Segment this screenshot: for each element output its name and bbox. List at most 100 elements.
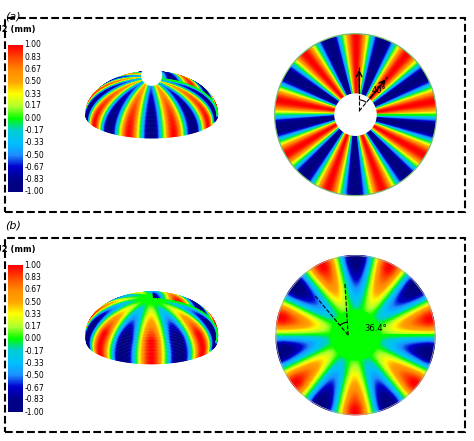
Point [344,132,352,139]
Point [154,71,162,78]
Point [383,174,391,181]
Point [298,152,305,159]
Point [357,338,365,345]
Point [313,158,321,165]
Point [352,328,360,335]
Point [345,374,352,381]
Point [361,404,369,411]
Point [311,164,319,172]
Point [316,282,324,289]
Point [314,352,321,359]
Point [414,90,421,97]
Point [331,179,338,186]
Point [124,316,131,323]
Point [348,353,356,360]
Point [335,82,342,89]
Point [301,365,309,372]
Point [397,386,404,393]
Point [319,301,327,308]
Point [379,351,386,359]
Point [423,126,431,133]
Point [341,131,349,138]
Point [304,133,312,140]
Point [359,53,366,60]
Point [133,293,141,300]
Point [358,327,366,334]
Point [313,399,321,406]
Point [82,328,90,335]
Point [329,108,337,115]
Point [109,298,117,305]
Point [367,129,374,136]
Point [119,312,127,319]
Point [108,91,115,98]
Point [374,353,382,360]
Point [412,325,419,332]
Point [354,365,361,372]
Point [338,398,346,405]
Point [288,93,295,101]
Point [350,59,358,66]
Point [361,294,369,301]
Point [316,364,324,371]
Point [295,382,303,389]
Point [134,80,141,87]
Point [187,307,194,314]
Point [325,110,333,117]
Point [364,381,371,388]
Point [334,47,341,54]
Point [355,315,362,322]
Point [108,81,115,88]
Point [352,332,359,339]
Point [377,278,385,285]
Point [171,309,178,316]
Point [200,86,207,93]
Point [321,313,329,320]
Point [367,357,375,364]
Point [386,358,394,365]
Point [344,163,351,170]
Point [393,107,401,114]
Point [287,133,295,140]
Point [346,173,353,180]
Point [401,73,408,80]
Point [357,347,365,354]
Point [89,314,96,321]
Point [90,333,98,340]
Point [91,104,98,111]
Point [359,327,366,334]
Point [150,78,157,85]
Point [180,295,188,302]
Point [113,321,120,329]
Point [341,75,349,82]
Point [366,352,374,359]
Point [136,300,144,307]
Point [391,276,399,283]
Point [416,147,423,154]
Point [368,170,375,177]
Point [400,92,407,99]
Point [127,304,135,311]
Point [358,190,366,197]
Point [117,346,124,353]
Point [384,120,392,127]
Point [371,328,379,335]
Point [282,348,289,355]
Point [345,338,353,345]
Point [334,340,341,347]
Point [320,119,328,126]
Point [204,310,212,317]
Point [364,345,372,352]
Point [368,162,376,169]
Point [390,42,397,49]
Point [375,123,383,130]
Point [337,144,345,151]
Point [336,282,343,289]
Point [338,134,346,141]
Point [176,74,184,81]
Point [302,351,310,358]
Point [370,131,377,138]
Point [339,134,347,141]
Point [353,299,361,306]
Point [389,305,397,312]
